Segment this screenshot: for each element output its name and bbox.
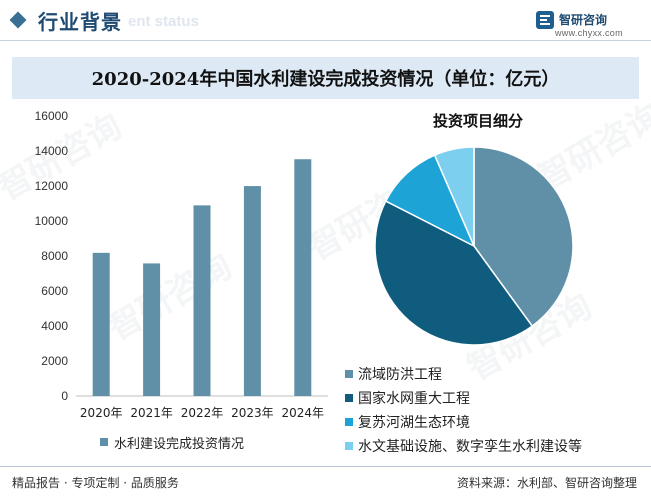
diamond-icon: [9, 11, 27, 29]
pie-chart: [374, 146, 574, 346]
brand-icon: [536, 11, 554, 29]
bar-legend-swatch: [100, 438, 108, 446]
pie-legend-item: 国家水网重大工程: [345, 387, 645, 411]
bar-chart: 0 2000 4000 6000 8000 10000 12000 14000 16000 202…: [35, 109, 328, 420]
y-tick-label: 16000: [35, 109, 69, 123]
bar: [193, 205, 211, 396]
pie-legend-label: 水文基础设施、数字孪生水利建设等: [358, 439, 582, 455]
chart-title: 2020-2024年中国水利建设完成投资情况（单位：亿元）: [91, 69, 560, 90]
pie-legend-item: 流域防洪工程: [345, 363, 645, 387]
footer-tagline: 精品报告 · 专项定制 · 品质服务: [12, 476, 179, 490]
x-tick-label: 2020年: [80, 406, 123, 420]
pie-slice: [374, 200, 534, 346]
bar: [92, 252, 110, 396]
y-tick-label: 0: [61, 389, 68, 403]
y-tick-label: 14000: [35, 144, 69, 158]
x-tick-label: 2024年: [282, 406, 325, 420]
brand-url: www.chyxx.com: [555, 28, 623, 38]
bar: [294, 159, 312, 396]
page-title: 行业背景: [38, 10, 122, 34]
header-subtitle-watermark: ent status: [128, 13, 199, 30]
y-tick-label: 6000: [41, 284, 68, 298]
page-header: ent status 行业背景 智研咨询 www.chyxx.com: [0, 0, 651, 44]
pie-slice: [384, 154, 476, 248]
y-tick-label: 4000: [41, 319, 68, 333]
chart-title-band: 2020-2024年中国水利建设完成投资情况（单位：亿元）: [12, 57, 639, 99]
y-tick-label: 12000: [35, 179, 69, 193]
pie-slice: [473, 146, 574, 328]
pie-legend-label: 流域防洪工程: [358, 367, 442, 383]
pie-legend-label: 国家水网重大工程: [358, 391, 470, 407]
x-tick-label: 2022年: [181, 406, 224, 420]
pie-legend-swatch: [345, 370, 353, 378]
brand-logo: 智研咨询 www.chyxx.com: [535, 10, 635, 40]
pie-legend-item: 水文基础设施、数字孪生水利建设等: [345, 435, 645, 459]
pie-slice: [433, 146, 475, 247]
pie-legend-swatch: [345, 418, 353, 426]
y-tick-label: 8000: [41, 249, 68, 263]
bar: [143, 263, 161, 396]
header-divider: [0, 40, 651, 41]
y-tick-label: 10000: [35, 214, 69, 228]
pie-legend-item: 复苏河湖生态环境: [345, 411, 645, 435]
brand-name: 智研咨询: [559, 13, 608, 27]
bar-legend-label: 水利建设完成投资情况: [114, 437, 245, 452]
bar: [243, 186, 261, 396]
y-tick-label: 2000: [41, 354, 68, 368]
pie-title: 投资项目细分: [432, 112, 523, 130]
pie-legend-label: 复苏河湖生态环境: [358, 415, 470, 431]
x-tick-label: 2023年: [231, 406, 274, 420]
pie-legend: 流域防洪工程 国家水网重大工程 复苏河湖生态环境 水文基础设施、数字孪生水利建设…: [345, 363, 645, 459]
pie-legend-swatch: [345, 394, 353, 402]
pie-legend-swatch: [345, 442, 353, 450]
x-tick-label: 2021年: [130, 406, 173, 420]
page-footer: 精品报告 · 专项定制 · 品质服务 资料来源：水利部、智研咨询整理: [0, 466, 651, 497]
chart-canvas: 0 2000 4000 6000 8000 10000 12000 14000 16000 202…: [35, 109, 574, 420]
footer-source: 资料来源：水利部、智研咨询整理: [456, 476, 637, 490]
